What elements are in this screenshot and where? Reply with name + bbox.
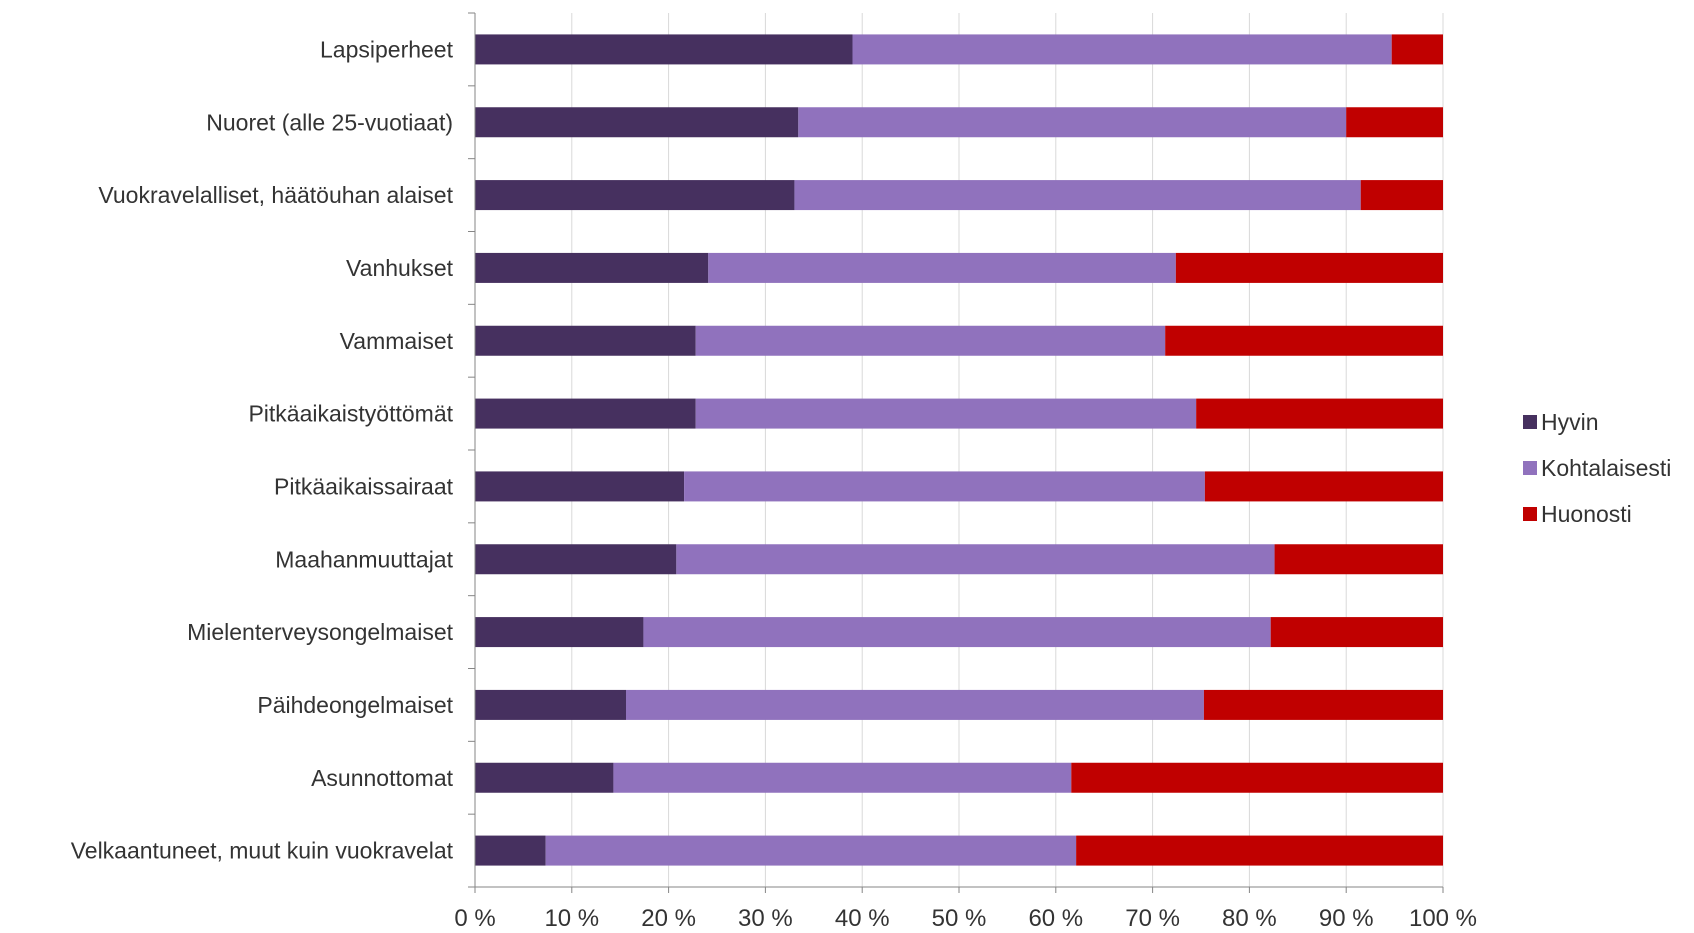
legend-swatch-huonosti: [1523, 507, 1537, 521]
category-label: Vuokravelalliset, häätöuhan alaiset: [98, 182, 453, 208]
bar-segment-huonosti: [1360, 180, 1443, 211]
bar-segment-hyvin: [475, 471, 685, 502]
x-tick-label: 80 %: [1222, 905, 1277, 932]
category-label: Nuoret (alle 25-vuotiaat): [206, 109, 453, 135]
bar-segment-huonosti: [1165, 325, 1443, 356]
bar-segment-huonosti: [1076, 835, 1443, 866]
x-tick-label: 0 %: [454, 905, 495, 932]
bar-segment-huonosti: [1391, 34, 1443, 65]
bar-segment-hyvin: [475, 544, 677, 575]
bar-segment-kohtalaisesti: [695, 398, 1197, 429]
legend-label: Kohtalaisesti: [1541, 455, 1671, 481]
bar-segment-kohtalaisesti: [852, 34, 1392, 65]
bar-segment-kohtalaisesti: [643, 617, 1271, 648]
legend-swatch-kohtalaisesti: [1523, 461, 1537, 475]
bar-segment-hyvin: [475, 325, 696, 356]
category-label: Velkaantuneet, muut kuin vuokravelat: [71, 838, 454, 864]
x-tick-label: 20 %: [641, 905, 696, 932]
bar-segment-huonosti: [1270, 617, 1443, 648]
bar-segment-huonosti: [1346, 107, 1443, 138]
x-tick-label: 40 %: [835, 905, 890, 932]
bar-segment-hyvin: [475, 180, 795, 211]
category-labels: Lapsiperheet Nuoret (alle 25-vuotiaat) Vuo…: [71, 36, 454, 863]
category-label: Pitkäaikaistyöttömät: [248, 401, 453, 427]
category-label: Vammaiset: [340, 328, 454, 354]
x-tick-label: 70 %: [1125, 905, 1180, 932]
x-tick-label: 50 %: [932, 905, 987, 932]
category-label: Mielenterveysongelmaiset: [187, 619, 454, 645]
bars: [475, 34, 1443, 866]
category-label: Lapsiperheet: [320, 36, 454, 62]
category-label: Pitkäaikaissairaat: [274, 473, 454, 499]
bar-segment-hyvin: [475, 398, 696, 429]
x-tick-label: 90 %: [1319, 905, 1374, 932]
x-tick-labels: 0 % 10 % 20 % 30 % 40 % 50 % 60 % 70 % 80 % 90 % 1…: [454, 905, 1477, 932]
category-label: Päihdeongelmaiset: [257, 692, 453, 718]
bar-segment-hyvin: [475, 34, 853, 65]
x-tick-label: 60 %: [1028, 905, 1083, 932]
bar-segment-hyvin: [475, 107, 799, 138]
bar-segment-huonosti: [1175, 252, 1443, 283]
bar-segment-hyvin: [475, 252, 709, 283]
bar-segment-huonosti: [1274, 544, 1443, 575]
legend-label: Hyvin: [1541, 409, 1599, 435]
bar-segment-hyvin: [475, 617, 644, 648]
category-label: Maahanmuuttajat: [275, 546, 453, 572]
bar-segment-kohtalaisesti: [794, 180, 1361, 211]
legend-label: Huonosti: [1541, 501, 1632, 527]
category-label: Asunnottomat: [311, 765, 454, 791]
bar-segment-hyvin: [475, 689, 627, 720]
gridlines: [571, 13, 1444, 887]
bar-segment-kohtalaisesti: [695, 325, 1166, 356]
bar-segment-huonosti: [1071, 762, 1443, 793]
bar-segment-kohtalaisesti: [708, 252, 1176, 283]
bar-segment-huonosti: [1196, 398, 1443, 429]
bar-segment-kohtalaisesti: [545, 835, 1077, 866]
bar-segment-hyvin: [475, 835, 546, 866]
legend-swatch-hyvin: [1523, 415, 1537, 429]
x-tick-label: 30 %: [738, 905, 793, 932]
legend: Hyvin Kohtalaisesti Huonosti: [1523, 409, 1671, 527]
bar-segment-kohtalaisesti: [676, 544, 1275, 575]
bar-segment-kohtalaisesti: [798, 107, 1347, 138]
x-tick-label: 10 %: [544, 905, 599, 932]
x-tick-label: 100 %: [1409, 905, 1477, 932]
bar-segment-kohtalaisesti: [613, 762, 1072, 793]
category-label: Vanhukset: [346, 255, 454, 281]
bar-segment-hyvin: [475, 762, 614, 793]
bar-segment-huonosti: [1203, 689, 1443, 720]
bar-segment-kohtalaisesti: [684, 471, 1205, 502]
axes: [468, 12, 1444, 893]
bar-segment-huonosti: [1204, 471, 1443, 502]
bar-segment-kohtalaisesti: [626, 689, 1204, 720]
